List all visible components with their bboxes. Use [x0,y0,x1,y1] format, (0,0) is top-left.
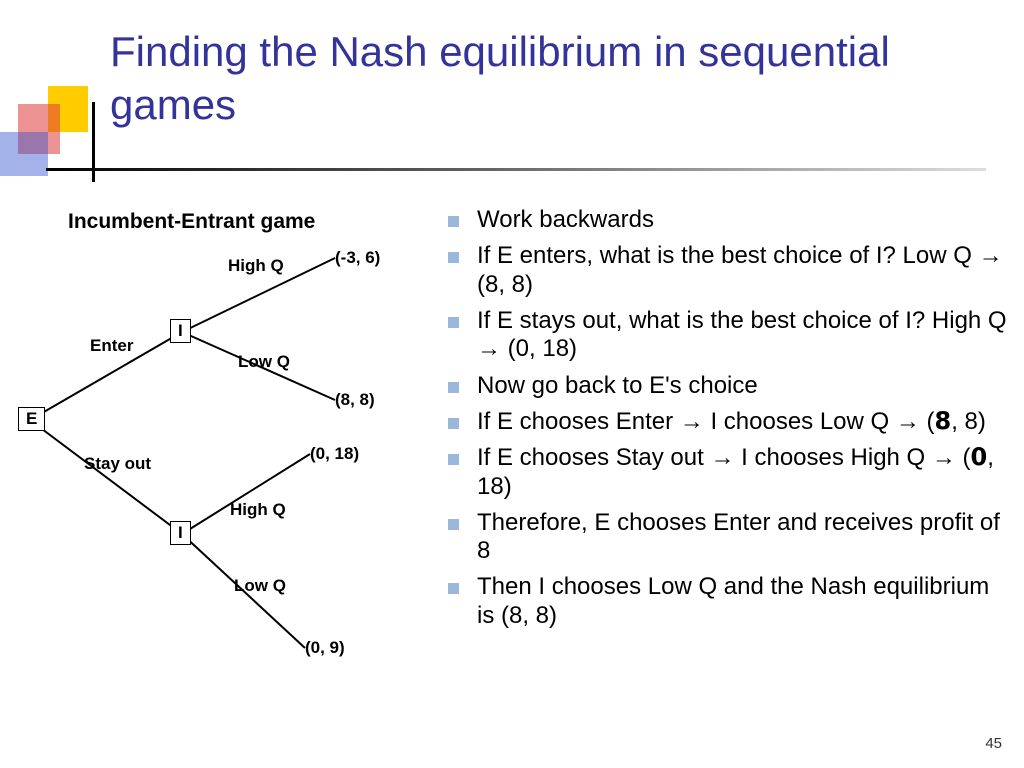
bullet-marker [448,317,459,328]
bullet-marker [448,252,459,263]
tree-edge-label: Enter [90,336,133,356]
bullet-text: If E chooses Stay out → I chooses High Q… [477,444,1008,501]
bullet-item: Now go back to E's choice [448,372,1008,400]
bullet-text: If E enters, what is the best choice of … [477,242,1008,299]
page-number: 45 [985,735,1002,752]
bullet-list: Work backwards If E enters, what is the b… [448,206,1008,638]
bullet-marker [448,519,459,530]
bullet-text: Then I chooses Low Q and the Nash equili… [477,573,1008,630]
tree-node-box: I [170,319,191,343]
tree-edge-label: High Q [228,256,284,276]
bullet-item: Therefore, E chooses Enter and receives … [448,509,1008,566]
bullet-marker [448,216,459,227]
bullet-marker [448,454,459,465]
bullet-item: If E stays out, what is the best choice … [448,307,1008,364]
bullet-text: If E stays out, what is the best choice … [477,307,1008,364]
tree-payoff-label: (-3, 6) [335,248,380,268]
slide-title: Finding the Nash equilibrium in sequenti… [110,26,950,131]
bullet-marker [448,382,459,393]
decor-hline [46,168,986,171]
bullet-item: If E enters, what is the best choice of … [448,242,1008,299]
bullet-item: If E chooses Enter → I chooses Low Q → (… [448,408,1008,436]
bullet-text: Work backwards [477,206,1008,234]
bullet-text: If E chooses Enter → I chooses Low Q → (… [477,408,1008,436]
tree-payoff-label: (8, 8) [335,390,375,410]
tree-edge-label: Stay out [84,454,151,474]
bullet-text: Now go back to E's choice [477,372,1008,400]
bullet-text: Therefore, E chooses Enter and receives … [477,509,1008,566]
tree-node-box: E [18,407,45,431]
tree-edge-label: Low Q [234,576,286,596]
bullet-item: Then I chooses Low Q and the Nash equili… [448,573,1008,630]
tree-payoff-label: (0, 9) [305,638,345,658]
decor-blue [0,132,48,176]
bullet-marker [448,583,459,594]
bullet-item: If E chooses Stay out → I chooses High Q… [448,444,1008,501]
tree-edge-label: High Q [230,500,286,520]
tree-payoff-label: (0, 18) [310,444,359,464]
tree-edge-label: Low Q [238,352,290,372]
tree-node-box: I [170,521,191,545]
bullet-marker [448,418,459,429]
bullet-item: Work backwards [448,206,1008,234]
game-tree-svg [15,230,435,690]
